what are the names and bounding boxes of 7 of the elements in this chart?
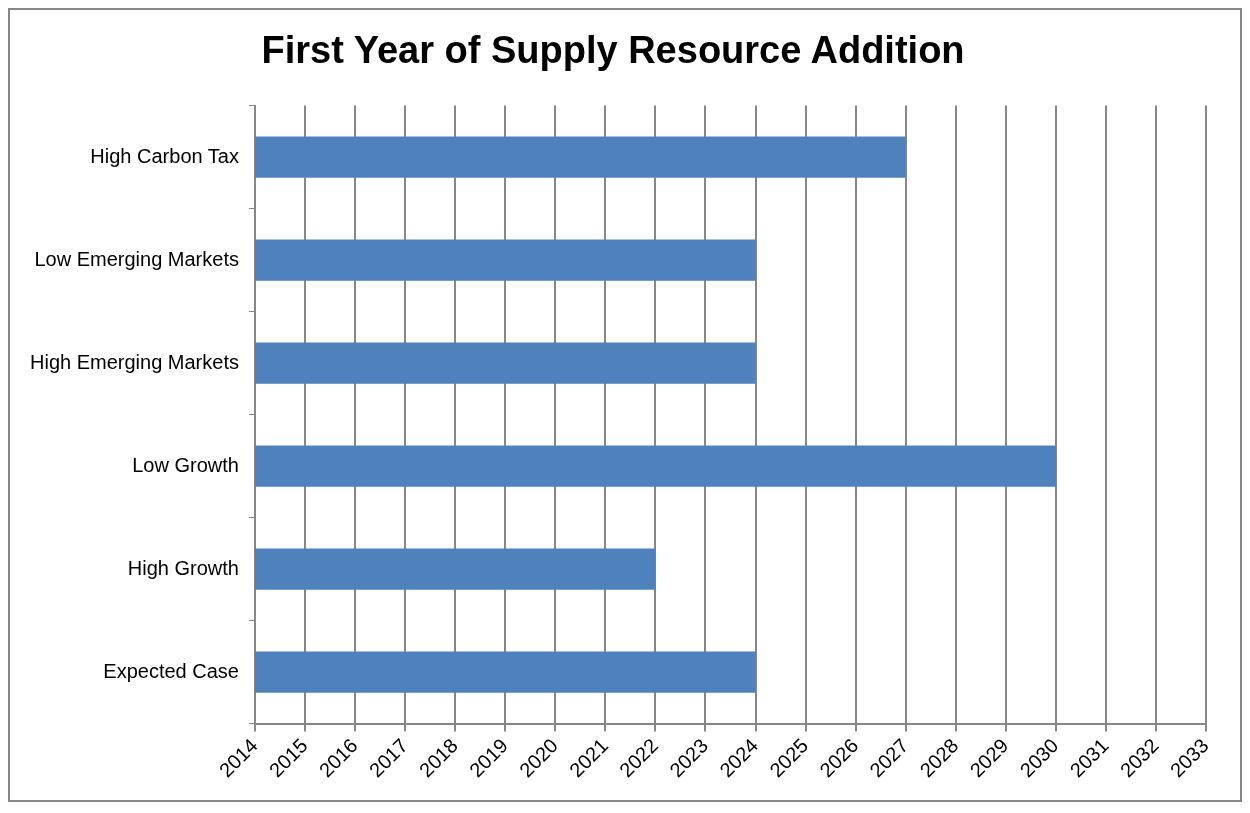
y-tick-label: Expected Case [103,659,239,682]
y-tick-label: Low Growth [132,453,239,476]
y-tick-label: Low Emerging Markets [34,247,239,270]
y-tick-label: High Growth [127,556,239,579]
y-tick-label: High Carbon Tax [90,144,239,167]
y-tick-label: High Emerging Markets [30,350,239,373]
chart-title: First Year of Supply Resource Addition [261,29,965,72]
